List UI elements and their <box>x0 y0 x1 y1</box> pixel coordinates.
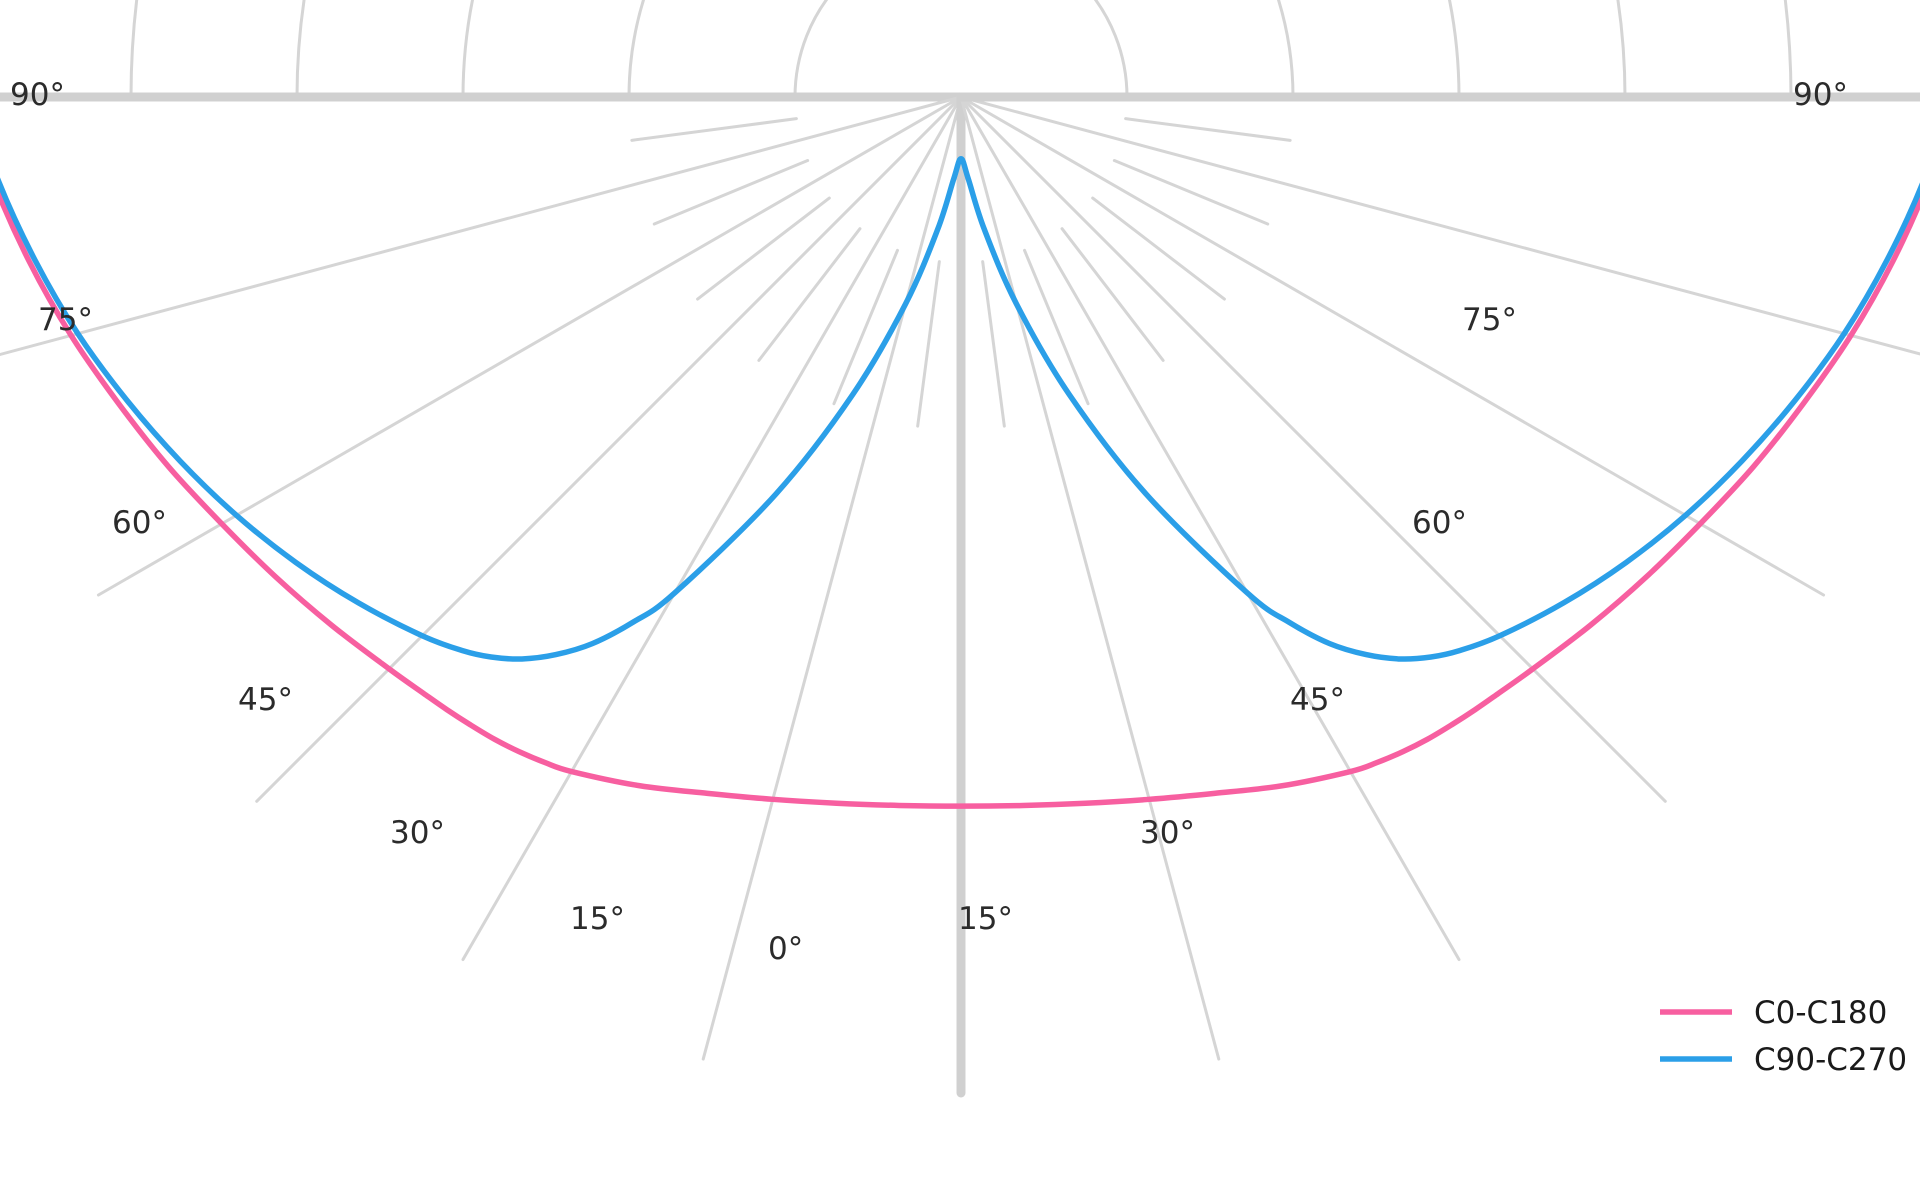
minor-spoke--22.5 <box>832 248 899 406</box>
angle-label-5: 15° <box>570 901 625 937</box>
minor-spoke--7.5 <box>916 260 941 428</box>
spoke-15 <box>959 95 1221 1061</box>
angle-label-12: 90° <box>1793 77 1848 113</box>
chart-legend: C0-C180 C90-C270 <box>1660 995 1907 1078</box>
outer-boundary-arc <box>0 0 1920 97</box>
spoke-45 <box>959 95 1667 803</box>
angle-label-11: 75° <box>1462 302 1517 338</box>
angle-tick-labels: 90° 75° 60° 45° 30° 15° 0° 15° 30° 45° 60° 75° 90° <box>10 77 1848 967</box>
minor-spoke--37.5 <box>757 227 862 362</box>
angle-label-10: 60° <box>1412 505 1467 541</box>
angle-label-4: 30° <box>390 815 445 851</box>
angle-label-9: 45° <box>1290 682 1345 718</box>
legend-label-1: C90-C270 <box>1754 1042 1907 1078</box>
angle-label-3: 45° <box>238 682 293 718</box>
radial-ring-2 <box>627 0 1295 99</box>
spoke-60 <box>959 95 1826 597</box>
legend-label-0: C0-C180 <box>1754 995 1887 1031</box>
series-curve-c0-c180 <box>0 190 1920 809</box>
angle-label-1: 75° <box>38 302 93 338</box>
spoke--60 <box>96 95 963 597</box>
minor-spoke--82.5 <box>630 117 798 142</box>
angle-label-6: 0° <box>768 931 803 967</box>
polar-grid <box>0 0 1920 1098</box>
minor-spoke-52.5 <box>1091 196 1226 301</box>
spoke--75 <box>0 95 963 357</box>
minor-spoke--52.5 <box>696 196 831 301</box>
spoke--45 <box>255 95 963 803</box>
spoke--30 <box>461 95 963 962</box>
angle-label-2: 60° <box>112 505 167 541</box>
angle-label-7: 15° <box>958 901 1013 937</box>
radial-ring-3 <box>461 0 1461 99</box>
minor-spoke--67.5 <box>652 159 810 226</box>
radial-ring-5 <box>129 0 1793 99</box>
minor-spoke-37.5 <box>1060 227 1165 362</box>
minor-spoke-82.5 <box>1124 117 1292 142</box>
angle-label-8: 30° <box>1140 815 1195 851</box>
series-curve-c90-c270 <box>0 156 1920 662</box>
minor-spoke-67.5 <box>1112 159 1270 226</box>
spoke-75 <box>959 95 1920 356</box>
spoke--15 <box>701 95 963 1061</box>
spoke-30 <box>959 95 1461 962</box>
angle-label-0: 90° <box>10 77 65 113</box>
radial-ring-4 <box>295 0 1627 99</box>
radial-ring-1 <box>793 0 1129 99</box>
polar-series-layer <box>0 156 1920 809</box>
minor-spoke-22.5 <box>1023 248 1090 406</box>
minor-spoke-7.5 <box>981 260 1006 428</box>
